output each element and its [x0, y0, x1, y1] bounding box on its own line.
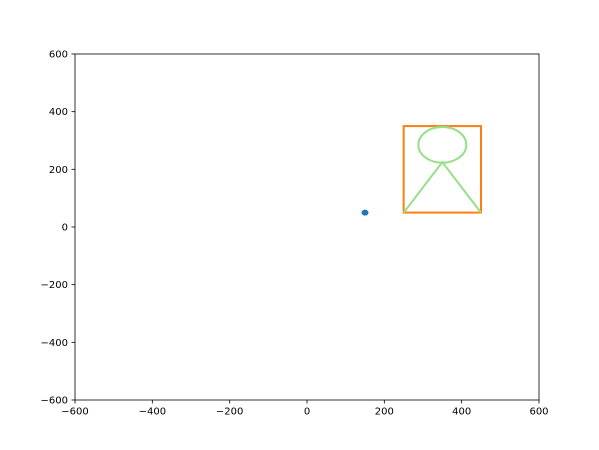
rectangle-shape [402, 125, 482, 214]
scatter-point [361, 209, 369, 216]
y-axis: −600 −400 −200 0 200 400 600 [41, 50, 75, 407]
polyline-shape [402, 160, 482, 214]
y-tick-label: 200 [49, 165, 68, 176]
ellipse-shape [417, 125, 468, 164]
plot-frame [74, 53, 540, 401]
x-tick-label: −400 [139, 407, 166, 418]
x-tick-label: −600 [61, 407, 88, 418]
y-tick-label: 600 [49, 50, 68, 61]
x-tick-label: 200 [375, 407, 394, 418]
y-tick-label: 400 [49, 107, 68, 118]
y-tick-label: −600 [41, 396, 68, 407]
x-axis: −600 −400 −200 0 200 400 600 [61, 400, 549, 418]
y-tick-label: −400 [41, 338, 68, 349]
y-tick-label: 0 [62, 223, 68, 234]
x-tick-label: −200 [216, 407, 243, 418]
x-tick-label: 0 [304, 407, 310, 418]
x-tick-label: 400 [452, 407, 471, 418]
x-tick-label: 600 [529, 407, 548, 418]
plot-content [361, 125, 482, 216]
y-tick-label: −200 [41, 280, 68, 291]
